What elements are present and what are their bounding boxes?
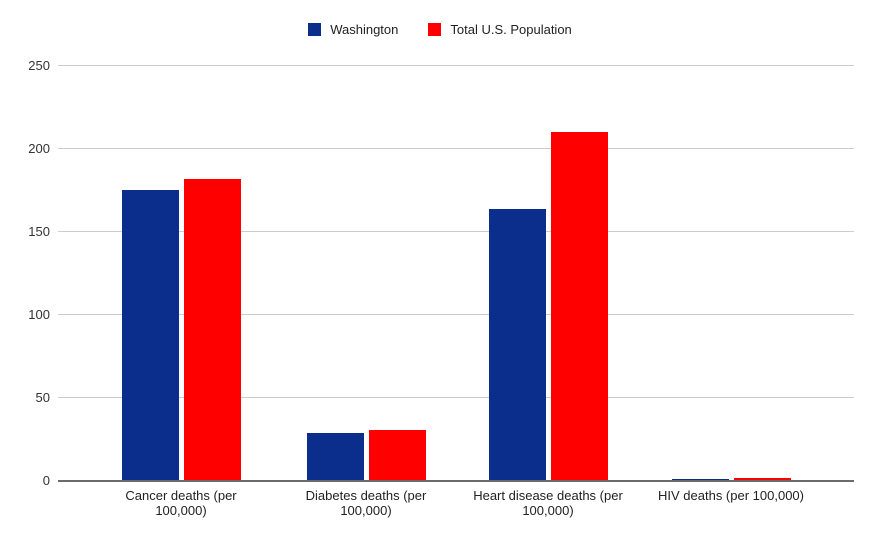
x-axis-category-label: HIV deaths (per 100,000) <box>631 488 831 503</box>
bar-us-population-3[interactable] <box>551 132 608 481</box>
bar-washington-3[interactable] <box>489 209 546 481</box>
bar-us-population-2[interactable] <box>369 430 426 481</box>
x-axis-category-label-line: Cancer deaths (per <box>125 488 237 503</box>
legend-item-us-population[interactable]: Total U.S. Population <box>428 22 572 37</box>
legend-swatch-us-population-icon <box>428 23 442 36</box>
legend-item-washington[interactable]: Washington <box>308 22 398 37</box>
gridline <box>58 231 854 232</box>
plot-area: 0 50 100 150 200 250 Cancer deaths (per 100,000… <box>28 58 854 518</box>
gridline <box>58 148 854 149</box>
x-axis-category-label-line: Diabetes deaths (per <box>305 488 427 503</box>
y-axis-tick-label: 150 <box>28 224 50 239</box>
legend-label-washington: Washington <box>330 22 399 37</box>
bar-us-population-1[interactable] <box>184 179 241 481</box>
y-axis-tick-label: 50 <box>35 390 50 405</box>
x-axis-category-label-line: HIV deaths (per 100,000) <box>658 488 804 503</box>
y-axis-tick-label: 250 <box>28 58 50 73</box>
y-axis-tick-label: 100 <box>28 307 50 322</box>
bar-us-population-4[interactable] <box>734 478 791 481</box>
bar-washington-2[interactable] <box>307 433 364 481</box>
legend: Washington Total U.S. Population <box>0 22 880 37</box>
x-axis-category-label: Heart disease deaths (per 100,000) <box>448 488 648 518</box>
x-axis-line <box>58 480 854 482</box>
x-axis-category-label-line: 100,000) <box>340 503 392 518</box>
bar-washington-1[interactable] <box>122 190 179 481</box>
gridline <box>58 397 854 398</box>
legend-swatch-washington-icon <box>308 23 322 36</box>
x-axis-category-label: Diabetes deaths (per 100,000) <box>266 488 466 518</box>
x-axis-category-label: Cancer deaths (per 100,000) <box>81 488 281 518</box>
y-axis-tick-label: 200 <box>28 141 50 156</box>
gridline <box>58 65 854 66</box>
legend-label-us-population: Total U.S. Population <box>450 22 572 37</box>
gridline <box>58 314 854 315</box>
x-axis-category-label-line: 100,000) <box>155 503 207 518</box>
x-axis-category-label-line: 100,000) <box>522 503 574 518</box>
y-axis-tick-label: 0 <box>42 473 50 488</box>
x-axis-category-label-line: Heart disease deaths (per <box>473 488 623 503</box>
